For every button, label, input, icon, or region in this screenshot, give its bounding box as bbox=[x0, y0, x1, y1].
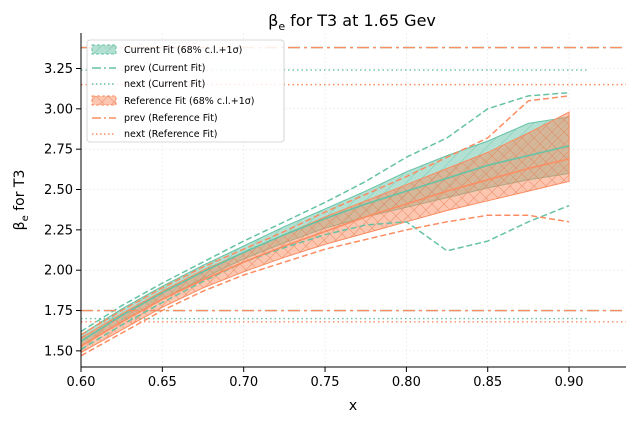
x-tick-label: 0.70 bbox=[229, 375, 258, 390]
x-axis-label: x bbox=[349, 398, 357, 414]
y-axis-label: βe for T3 bbox=[12, 170, 31, 231]
y-tick-label: 1.50 bbox=[44, 344, 73, 359]
x-tick-label: 0.75 bbox=[311, 375, 340, 390]
y-tick-label: 2.25 bbox=[44, 223, 73, 238]
reference-outer-upper-line bbox=[81, 95, 570, 336]
x-tick-label: 0.65 bbox=[148, 375, 177, 390]
chart-title: βe for T3 at 1.65 Gev bbox=[268, 11, 436, 33]
reference-central-line bbox=[81, 158, 570, 347]
current-outer-lower-line bbox=[81, 204, 570, 350]
legend-item-current-next: next (Current Fit) bbox=[92, 79, 205, 90]
y-tick-label: 1.75 bbox=[44, 304, 73, 319]
x-tick-label: 0.60 bbox=[67, 375, 96, 390]
svg-text:next (Current Fit): next (Current Fit) bbox=[124, 79, 205, 90]
x-tick-label: 0.90 bbox=[555, 375, 584, 390]
y-tick-label: 2.50 bbox=[44, 183, 73, 198]
legend-item-reference-prev: prev (Reference Fit) bbox=[92, 113, 218, 124]
x-ticks: 0.60 0.65 0.70 0.75 0.80 0.85 0.90 bbox=[67, 367, 584, 390]
svg-text:next (Reference Fit): next (Reference Fit) bbox=[124, 129, 217, 140]
legend-item-current-band: Current Fit (68% c.l.+1σ) bbox=[91, 44, 242, 56]
y-ticks: 1.50 1.75 2.00 2.25 2.50 2.75 3.00 3.25 bbox=[44, 62, 81, 359]
x-tick-label: 0.80 bbox=[392, 375, 421, 390]
legend-frame bbox=[86, 39, 285, 143]
legend-item-current-prev: prev (Current Fit) bbox=[92, 63, 205, 74]
legend: Current Fit (68% c.l.+1σ) prev (Current … bbox=[86, 39, 285, 143]
svg-text:prev (Reference Fit): prev (Reference Fit) bbox=[124, 113, 218, 124]
svg-text:Current Fit (68% c.l.+1σ): Current Fit (68% c.l.+1σ) bbox=[124, 45, 242, 56]
y-tick-label: 3.25 bbox=[44, 62, 73, 77]
y-tick-label: 3.00 bbox=[44, 102, 73, 117]
current-outer-upper-line bbox=[81, 91, 570, 333]
legend-item-reference-next: next (Reference Fit) bbox=[92, 129, 217, 140]
y-tick-label: 2.75 bbox=[44, 143, 73, 158]
svg-text:Reference Fit (68% c.l.+1σ): Reference Fit (68% c.l.+1σ) bbox=[124, 96, 255, 107]
x-tick-label: 0.85 bbox=[473, 375, 502, 390]
svg-text:prev (Current Fit): prev (Current Fit) bbox=[124, 63, 205, 74]
current-central-line bbox=[81, 145, 570, 342]
y-tick-label: 2.00 bbox=[44, 264, 73, 279]
legend-item-reference-band: Reference Fit (68% c.l.+1σ) bbox=[91, 95, 255, 107]
reference-outer-lower-line bbox=[81, 214, 570, 357]
